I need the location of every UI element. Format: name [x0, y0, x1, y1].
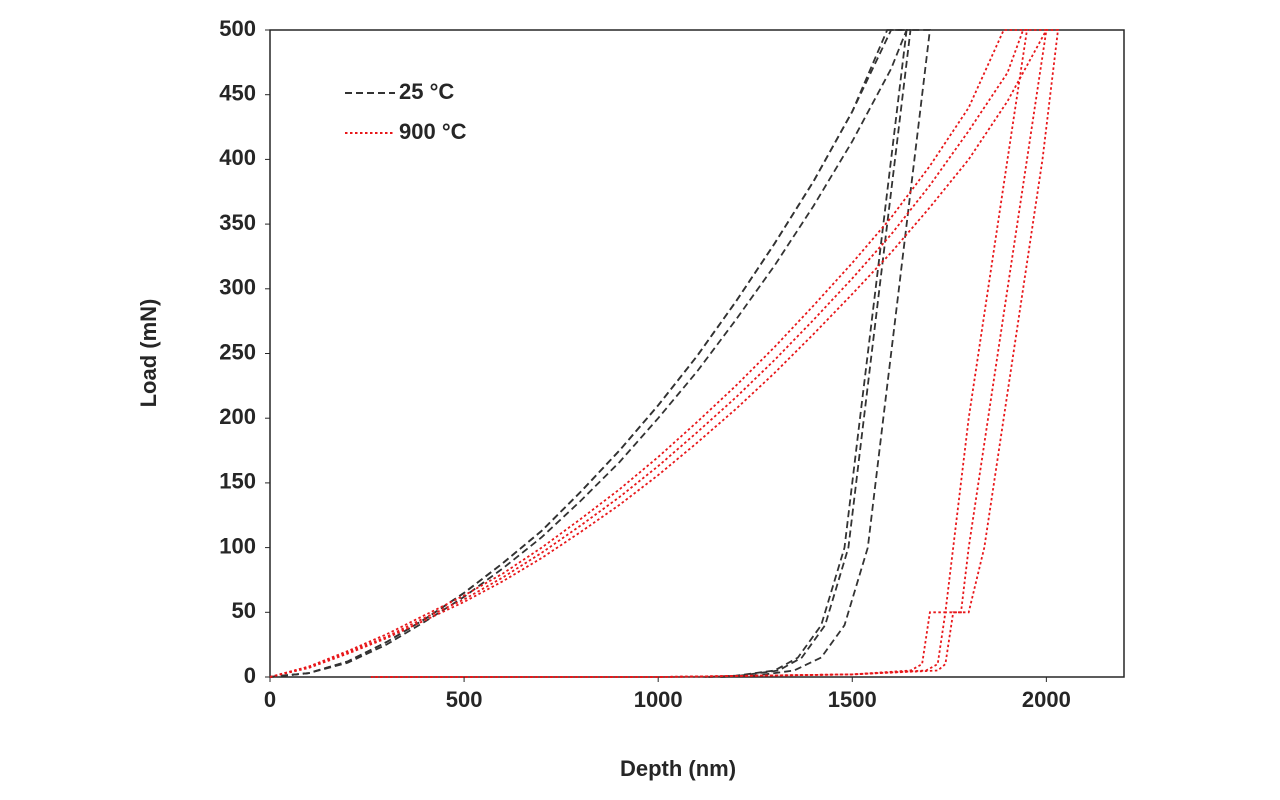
y-tick-label: 300	[219, 275, 256, 300]
curve	[269, 29, 912, 678]
y-axis-title: Load (mN)	[136, 299, 161, 408]
y-tick-label: 150	[219, 469, 256, 494]
y-tick-label: 350	[219, 210, 256, 235]
x-tick-label: 1000	[634, 687, 683, 712]
legend-label: 900 °C	[399, 119, 467, 144]
y-tick-label: 100	[219, 533, 256, 558]
y-tick-label: 450	[219, 81, 256, 106]
y-tick-label: 200	[219, 404, 256, 429]
curve	[269, 29, 1060, 678]
curve	[269, 29, 931, 678]
x-tick-label: 0	[264, 687, 276, 712]
curve	[269, 29, 908, 678]
y-tick-label: 0	[244, 663, 256, 688]
y-tick-label: 250	[219, 339, 256, 364]
x-tick-label: 500	[446, 687, 483, 712]
y-tick-label: 500	[219, 16, 256, 41]
x-axis-title: Depth (nm)	[620, 756, 736, 781]
curve	[269, 29, 1048, 678]
x-tick-label: 1500	[828, 687, 877, 712]
y-tick-label: 50	[232, 598, 256, 623]
x-tick-label: 2000	[1022, 687, 1071, 712]
curve	[269, 29, 1029, 678]
legend-label: 25 °C	[399, 79, 454, 104]
y-tick-label: 400	[219, 145, 256, 170]
